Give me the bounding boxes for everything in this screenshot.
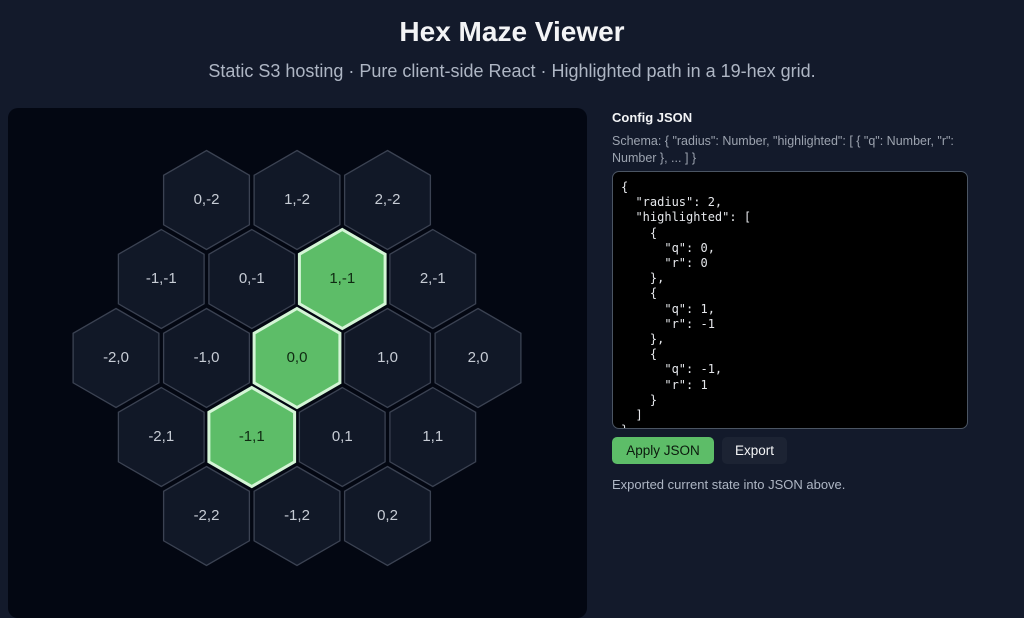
json-editor[interactable]: { "radius": 2, "highlighted": [ { "q": 0… xyxy=(612,171,968,429)
hex-label: 2,-2 xyxy=(375,191,401,208)
page-subtitle: Static S3 hosting · Pure client-side Rea… xyxy=(208,61,816,81)
hex-cell[interactable] xyxy=(434,307,522,409)
hex-cell[interactable] xyxy=(253,149,341,251)
export-button[interactable]: Export xyxy=(722,437,787,464)
hex-cell[interactable] xyxy=(389,228,477,330)
hex-label: 2,0 xyxy=(468,349,489,366)
hex-label: -2,1 xyxy=(148,428,174,445)
hex-cell[interactable] xyxy=(162,149,251,251)
hex-cell[interactable] xyxy=(298,386,386,488)
hex-label: 1,1 xyxy=(422,428,443,445)
hex-label: -1,0 xyxy=(194,349,220,366)
hex-cell[interactable] xyxy=(162,307,251,409)
schema-text: Schema: { "radius": Number, "highlighted… xyxy=(612,134,954,165)
hex-cell[interactable] xyxy=(253,465,341,567)
hex-grid: 0,-2 1,-2 2,-2 -1,-1 0,-1 1,-1 2,-1 -2,0 -1,0 0,0… xyxy=(72,149,522,567)
hex-cell[interactable] xyxy=(72,307,160,409)
hex-cell[interactable] xyxy=(117,386,205,488)
hex-label: 0,2 xyxy=(377,507,398,524)
hex-label: 2,-1 xyxy=(420,270,446,287)
hex-label: -1,-1 xyxy=(146,270,177,287)
hex-cell[interactable] xyxy=(162,465,251,567)
hex-cell[interactable] xyxy=(208,228,296,330)
hex-cell[interactable] xyxy=(207,385,297,489)
hex-panel: 0,-2 1,-2 2,-2 -1,-1 0,-1 1,-1 2,-1 -2,0 -1,0 0,0… xyxy=(8,108,587,618)
hex-cell[interactable] xyxy=(252,306,342,410)
hex-label: 0,0 xyxy=(287,349,308,366)
hex-cell[interactable] xyxy=(343,307,432,409)
hex-label: 1,-2 xyxy=(284,191,310,208)
hex-label: 1,-1 xyxy=(329,270,355,287)
hex-cell[interactable] xyxy=(389,386,477,488)
page: Hex Maze Viewer Static S3 hosting · Pure… xyxy=(8,16,968,618)
hex-label: 1,0 xyxy=(377,349,398,366)
hex-label: -2,0 xyxy=(103,349,129,366)
hex-cell[interactable] xyxy=(343,465,432,567)
page-title: Hex Maze Viewer xyxy=(399,16,625,47)
config-heading: Config JSON xyxy=(612,110,693,125)
hex-label: -1,1 xyxy=(239,428,265,445)
hex-cell[interactable] xyxy=(297,227,387,331)
apply-button[interactable]: Apply JSON xyxy=(612,437,714,464)
hex-label: 0,1 xyxy=(332,428,353,445)
status-text: Exported current state into JSON above. xyxy=(612,477,846,492)
hex-label: 0,-2 xyxy=(194,191,220,208)
hex-label: -1,2 xyxy=(284,507,310,524)
hex-cell[interactable] xyxy=(117,228,205,330)
hex-label: -2,2 xyxy=(194,507,220,524)
hex-cell[interactable] xyxy=(343,149,432,251)
hex-label: 0,-1 xyxy=(239,270,265,287)
